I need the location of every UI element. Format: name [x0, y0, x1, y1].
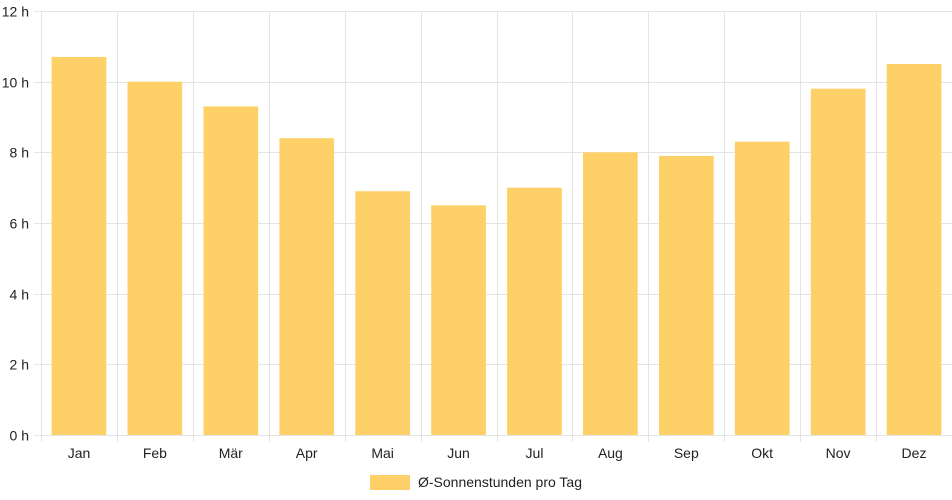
bars	[51, 56, 942, 436]
y-tick-label: 4 h	[10, 287, 29, 303]
bar-mai[interactable]	[355, 191, 410, 435]
bar-apr[interactable]	[279, 138, 335, 435]
y-tick-label: 10 h	[2, 75, 29, 91]
bar-mär[interactable]	[203, 106, 259, 436]
x-tick-label: Aug	[598, 445, 623, 461]
x-tick-label: Okt	[751, 445, 773, 461]
bar-dez[interactable]	[886, 64, 942, 435]
y-tick-label: 8 h	[10, 145, 29, 161]
legend-label[interactable]: Ø-Sonnenstunden pro Tag	[418, 474, 582, 490]
x-tick-label: Sep	[674, 445, 699, 461]
bar-jun[interactable]	[431, 205, 486, 435]
y-tick-label: 2 h	[10, 357, 29, 373]
legend[interactable]: Ø-Sonnenstunden pro Tag	[370, 474, 582, 490]
x-tick-label: Mai	[371, 445, 394, 461]
x-tick-label: Jan	[68, 445, 91, 461]
x-tick-label: Nov	[826, 445, 851, 461]
x-tick-label: Feb	[143, 445, 167, 461]
x-axis-ticks: Jan Feb Mär Apr Mai Jun Jul Aug Sep Okt Nov Dez	[68, 445, 927, 461]
x-tick-label: Apr	[296, 445, 318, 461]
y-axis-ticks: 0 h 2 h 4 h 6 h 8 h 10 h 12 h	[2, 4, 29, 444]
bar-nov[interactable]	[810, 88, 866, 435]
bar-okt[interactable]	[734, 141, 790, 435]
y-tick-label: 6 h	[10, 216, 29, 232]
x-tick-label: Jun	[447, 445, 470, 461]
x-tick-label: Mär	[219, 445, 243, 461]
bar-feb[interactable]	[127, 81, 183, 435]
legend-swatch[interactable]	[370, 475, 410, 490]
bar-jan[interactable]	[51, 56, 107, 436]
x-tick-label: Dez	[902, 445, 927, 461]
x-tick-label: Jul	[526, 445, 544, 461]
y-tick-label: 12 h	[2, 4, 29, 20]
grid-lines	[34, 11, 952, 442]
y-tick-label: 0 h	[10, 428, 29, 444]
bar-aug[interactable]	[583, 152, 638, 436]
bar-sep[interactable]	[659, 155, 714, 435]
bar-jul[interactable]	[507, 187, 562, 435]
